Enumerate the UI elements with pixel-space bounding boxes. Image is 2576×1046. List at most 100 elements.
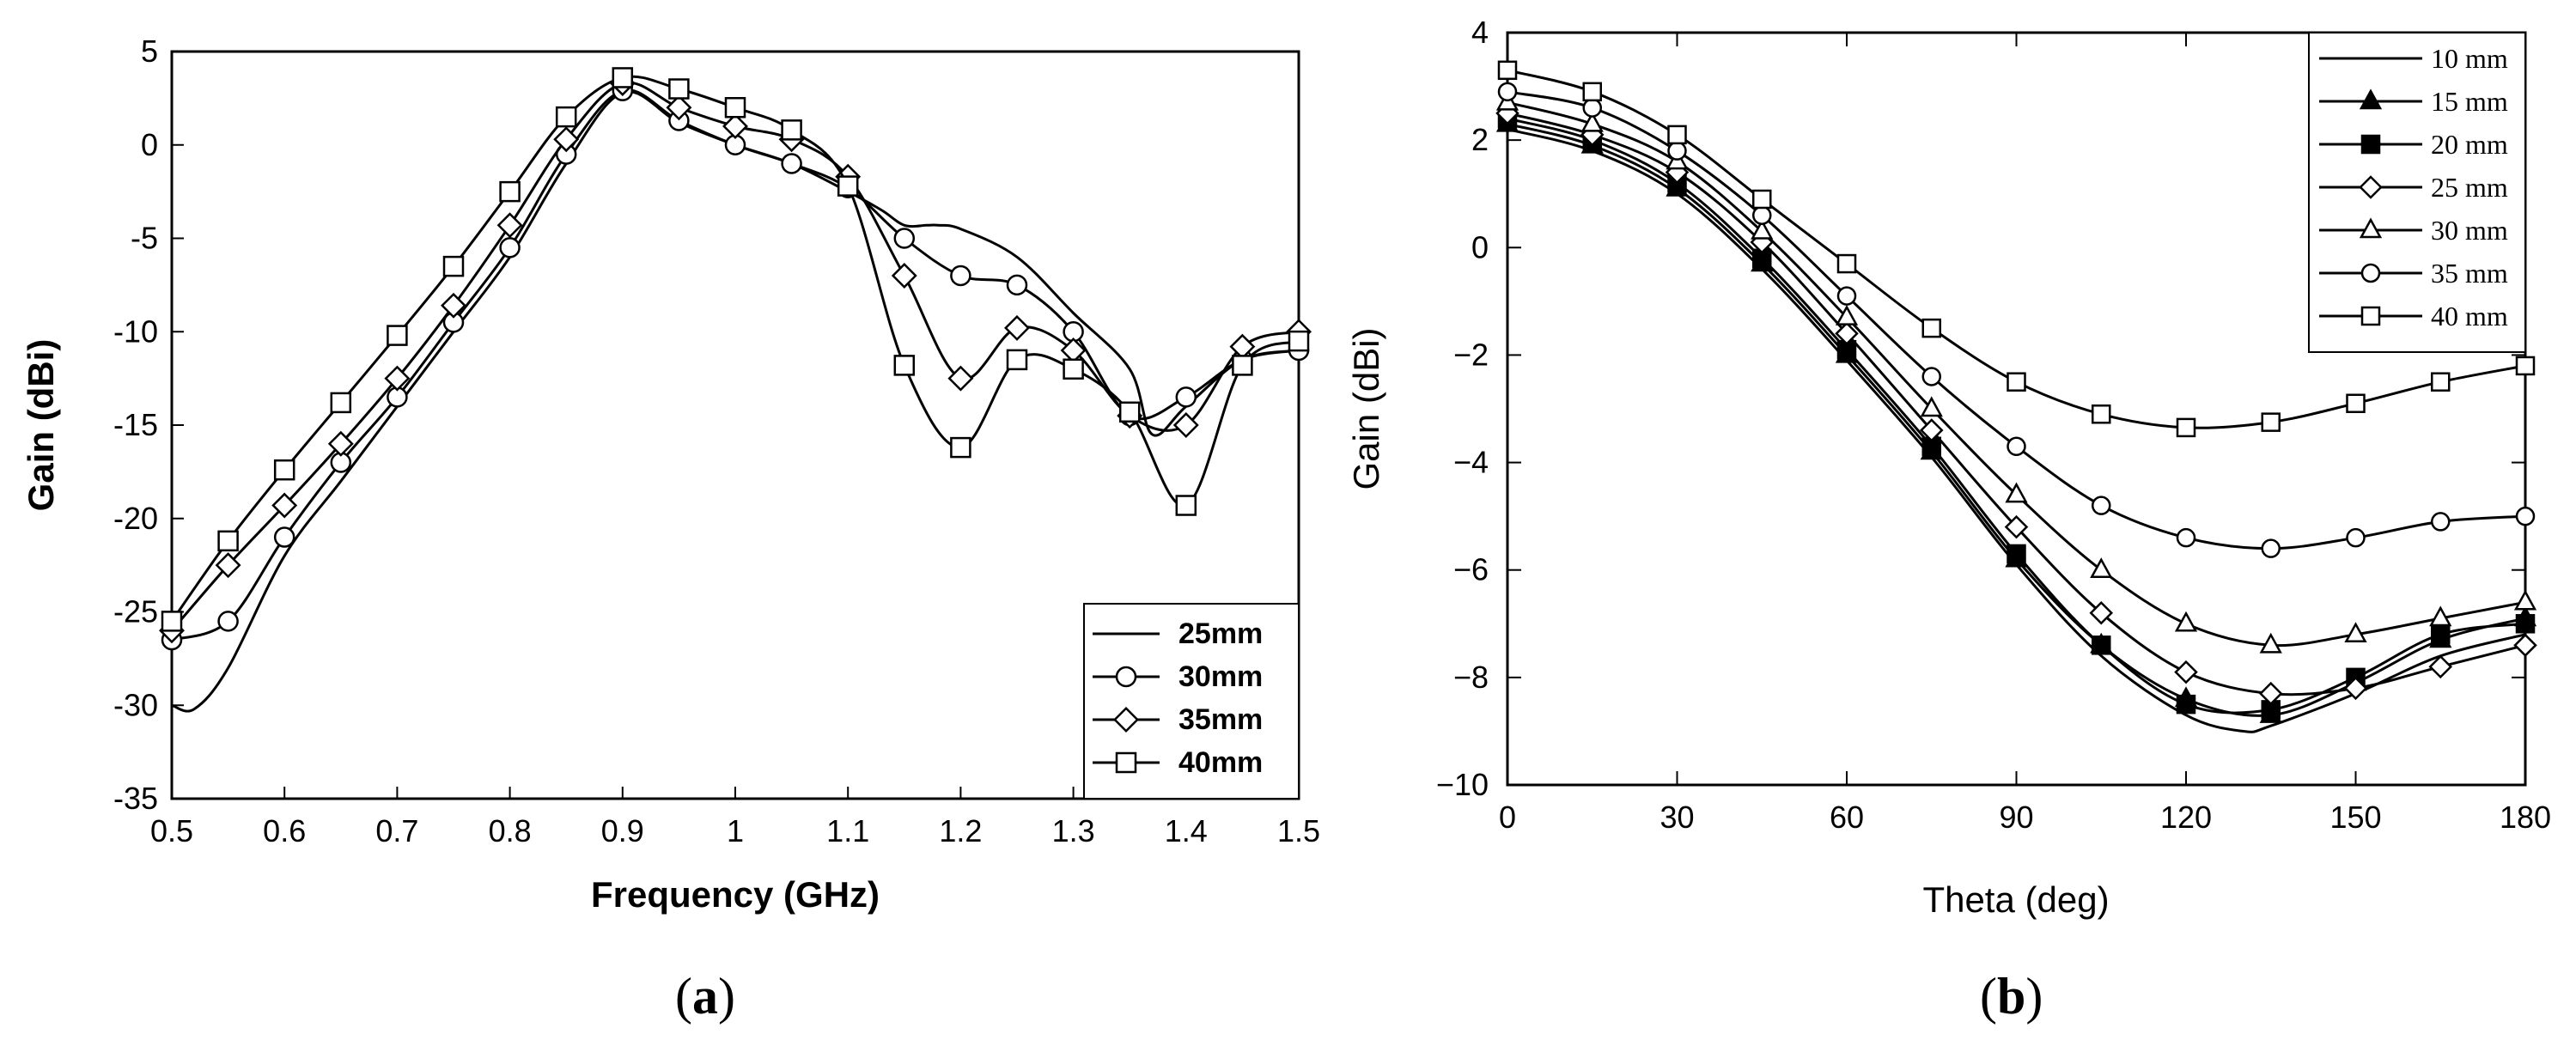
data-point-20mm xyxy=(2431,624,2451,645)
x-tick-label: 90 xyxy=(1999,800,2033,835)
chart-a-ylabel: Gain (dBi) xyxy=(21,339,61,512)
data-point-40mm xyxy=(273,459,295,481)
data-point-25mm xyxy=(2428,654,2453,679)
data-point-40mm xyxy=(724,97,746,119)
chart-b-xlabel: Theta (deg) xyxy=(1922,879,2109,920)
data-point-35mm xyxy=(2261,538,2281,558)
data-point-35mm xyxy=(1921,367,1941,386)
data-point-30mm xyxy=(217,611,239,632)
data-point-35mm xyxy=(553,126,580,153)
legend-marker-25mm xyxy=(2359,175,2383,199)
data-point-35mm xyxy=(2176,527,2196,548)
data-point-40mm xyxy=(2092,404,2111,424)
chart-b-ylabel: Gain (dBi) xyxy=(1346,327,1386,490)
legend-label-40mm: 40mm xyxy=(1178,746,1263,779)
data-point-40mm xyxy=(217,530,239,552)
data-point-30mm xyxy=(1835,305,1859,325)
data-point-30mm xyxy=(2174,611,2198,632)
data-point-40mm xyxy=(781,119,802,141)
chart-b-series xyxy=(1495,60,2537,733)
y-tick-label: −4 xyxy=(1453,445,1489,480)
data-point-25mm xyxy=(2343,676,2368,701)
data-point-40mm xyxy=(330,392,352,414)
x-tick-label: 1.2 xyxy=(939,813,982,848)
data-point-30mm xyxy=(1006,274,1028,296)
data-point-40mm xyxy=(555,106,577,128)
data-point-30mm xyxy=(781,153,802,174)
x-tick-label: 0.6 xyxy=(263,813,306,848)
data-point-35mm xyxy=(215,552,241,579)
y-tick-label: 0 xyxy=(141,127,158,162)
legend-marker-40mm xyxy=(2360,306,2381,326)
data-point-35mm xyxy=(666,94,692,121)
x-tick-label: 1 xyxy=(727,813,744,848)
data-point-35mm xyxy=(891,263,917,289)
data-point-25mm xyxy=(1919,418,1944,442)
chart-a-legend: 25mm 30mm 35mm 40mm xyxy=(1083,603,1300,800)
chart-a-series xyxy=(159,67,1312,713)
y-tick-label: -20 xyxy=(113,501,158,536)
data-point-25mm xyxy=(1835,321,1859,346)
x-tick-label: 0.8 xyxy=(489,813,532,848)
chart-a-xlabel: Frequency (GHz) xyxy=(591,874,880,915)
data-point-25mm xyxy=(2089,601,2114,625)
legend-marker-30mm xyxy=(2359,217,2383,239)
chart-b-legend: 10 mm 15 mm 20 mm 25 mm 30 mm 35 mm 40 mm xyxy=(2308,32,2526,353)
legend-marker-15mm xyxy=(2359,88,2383,110)
x-tick-label: 0.7 xyxy=(375,813,418,848)
data-point-35mm xyxy=(722,113,748,139)
chart-a: 0.5 0.6 0.7 0.8 0.9 1 1.1 1.2 1.3 1.4 1.5 -35 -30 -25… xyxy=(21,33,1320,1025)
data-point-35mm xyxy=(1582,98,1602,118)
data-point-35mm xyxy=(384,365,411,392)
y-tick-label: 0 xyxy=(1471,229,1489,265)
data-point-30mm xyxy=(273,526,295,548)
legend-label-35mm: 35mm xyxy=(1178,703,1263,736)
data-point-20mm xyxy=(2092,636,2111,655)
legend-label-15mm: 15 mm xyxy=(2431,86,2508,117)
x-tick-label: 1.3 xyxy=(1052,813,1095,848)
data-point-35mm xyxy=(441,292,466,319)
data-point-35mm xyxy=(2007,436,2026,457)
y-tick-label: -10 xyxy=(113,313,158,349)
legend-marker-35mm xyxy=(1113,707,1139,733)
data-point-40mm xyxy=(950,436,971,459)
data-point-20mm xyxy=(2176,694,2196,715)
data-point-30mm xyxy=(2513,589,2537,611)
data-point-40mm xyxy=(1063,358,1084,380)
y-tick-label: 2 xyxy=(1471,122,1489,157)
legend-marker-35mm xyxy=(2360,263,2381,283)
data-point-40mm xyxy=(612,67,634,88)
data-point-30mm xyxy=(1580,111,1604,132)
series-line-30mm xyxy=(171,88,1300,642)
y-tick-label: -25 xyxy=(113,594,158,629)
data-point-30mm xyxy=(499,237,521,258)
panel-label-b: (b) xyxy=(1980,968,2043,1025)
data-point-40mm xyxy=(1921,318,1941,338)
data-point-40mm xyxy=(2431,372,2451,392)
data-point-40mm xyxy=(2261,412,2281,432)
data-point-40mm xyxy=(1006,349,1028,371)
y-tick-label: 4 xyxy=(1471,15,1489,50)
data-point-30mm xyxy=(2429,605,2452,627)
legend-label-25mm: 25 mm xyxy=(2431,172,2508,203)
y-tick-label: 5 xyxy=(141,33,158,69)
data-point-35mm xyxy=(1836,286,1857,306)
data-point-30mm xyxy=(893,228,916,249)
data-point-40mm xyxy=(387,325,408,346)
x-tick-label: 1.4 xyxy=(1165,813,1208,848)
data-point-35mm xyxy=(1172,412,1199,438)
y-tick-label: -30 xyxy=(113,687,158,722)
data-point-35mm xyxy=(2092,496,2111,515)
data-point-35mm xyxy=(1004,314,1030,341)
data-point-40mm xyxy=(668,78,690,100)
legend-label-40mm: 40 mm xyxy=(2431,301,2508,331)
chart-b-ticks: 0 30 60 90 120 150 180 −10 −8 −6 −4 −2 0 2 4 xyxy=(1436,15,2551,835)
y-tick-label: −10 xyxy=(1436,767,1489,802)
legend-marker-40mm xyxy=(1115,751,1137,774)
legend-label-30mm: 30mm xyxy=(1178,660,1263,693)
data-point-20mm xyxy=(2515,614,2536,634)
x-tick-label: 0 xyxy=(1499,800,1516,835)
data-point-35mm xyxy=(947,365,974,392)
data-point-25mm xyxy=(2258,681,2283,706)
